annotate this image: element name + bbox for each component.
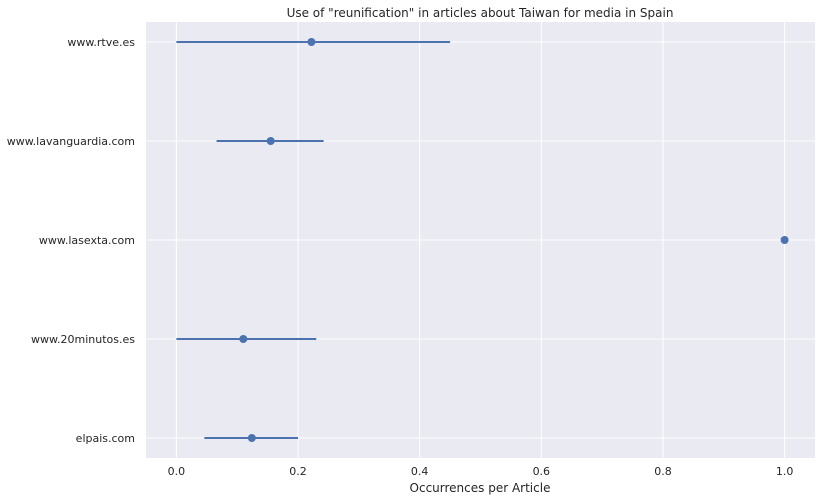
x-tick-label: 0.2 <box>289 465 307 478</box>
y-tick-label: www.lasexta.com <box>39 234 135 247</box>
x-tick-labels: 0.0 0.2 0.4 0.6 0.8 1.0 <box>168 465 794 478</box>
x-axis-label: Occurrences per Article <box>410 481 551 495</box>
data-marks <box>176 38 789 442</box>
x-tick-label: 0.8 <box>654 465 672 478</box>
y-tick-label: www.20minutos.es <box>31 333 135 346</box>
x-tick-label: 0.4 <box>411 465 429 478</box>
y-tick-labels: www.rtve.es www.lavanguardia.com www.lasex… <box>7 36 136 445</box>
y-tick-label: elpais.com <box>76 432 135 445</box>
x-tick-label: 0.0 <box>168 465 186 478</box>
data-point <box>239 335 248 343</box>
data-point <box>266 137 275 145</box>
x-tick-label: 0.6 <box>533 465 551 478</box>
x-tick-label: 1.0 <box>776 465 794 478</box>
chart-title: Use of "reunification" in articles about… <box>287 6 674 20</box>
data-point <box>247 434 256 442</box>
y-tick-label: www.rtve.es <box>67 36 135 49</box>
y-tick-label: www.lavanguardia.com <box>7 135 135 148</box>
data-point <box>307 38 316 46</box>
data-point <box>780 236 789 244</box>
